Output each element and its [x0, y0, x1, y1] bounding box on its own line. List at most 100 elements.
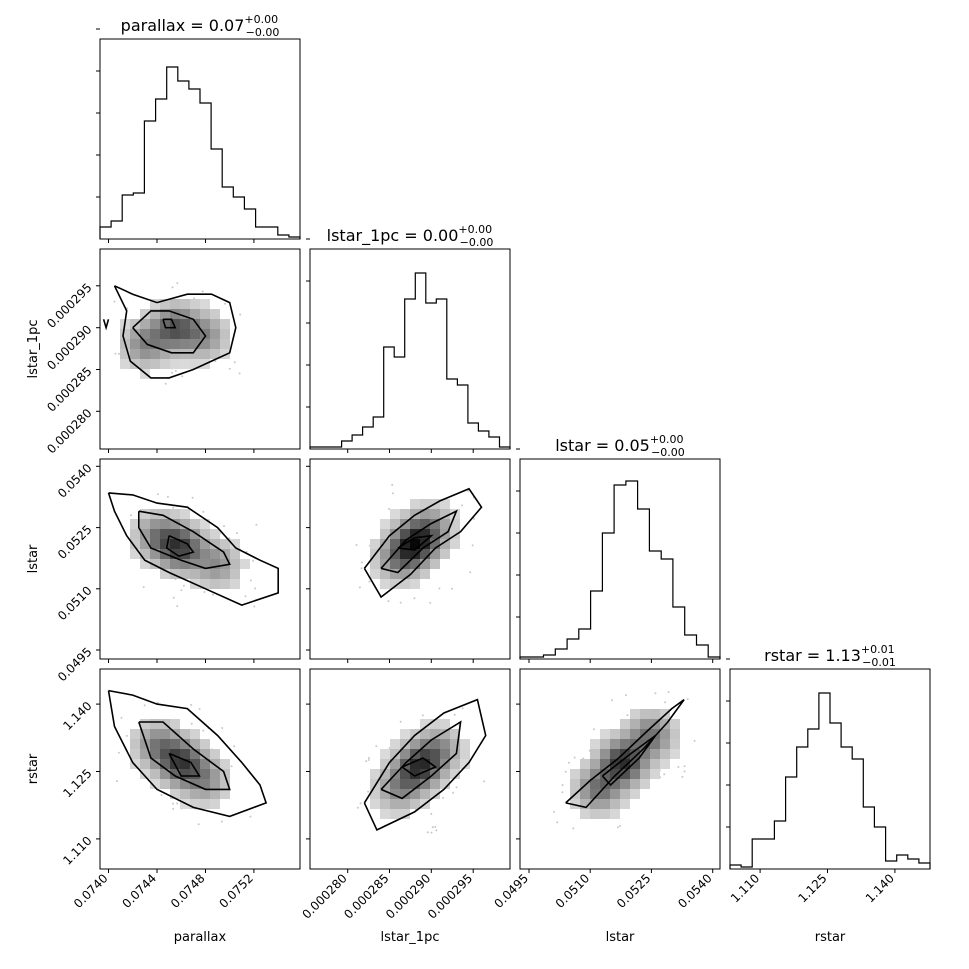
- density-cell: [200, 309, 210, 319]
- density-cell: [210, 329, 220, 339]
- density-cell: [420, 739, 430, 749]
- contour-level-1: [113, 285, 237, 379]
- density-cell: [420, 779, 430, 789]
- density-cell: [190, 559, 200, 569]
- density-cell: [610, 739, 620, 749]
- density-cell: [200, 539, 210, 549]
- density-cell: [210, 309, 220, 319]
- density-cell: [230, 569, 240, 579]
- sample-point: [358, 586, 361, 589]
- density-cell: [380, 779, 390, 789]
- contour-level-0: [107, 689, 268, 818]
- density-cell: [190, 769, 200, 779]
- density-cell: [430, 789, 440, 799]
- sample-point: [561, 784, 564, 786]
- density-cell: [130, 349, 140, 359]
- density-cell: [640, 759, 650, 769]
- density-cell: [150, 549, 160, 559]
- density-cell: [170, 319, 180, 329]
- density-cell: [150, 519, 160, 529]
- density-cell: [600, 779, 610, 789]
- density-cell: [210, 749, 220, 759]
- density-cell: [210, 539, 220, 549]
- density-cell: [430, 719, 440, 729]
- sample-point: [469, 571, 472, 574]
- density-cell: [410, 559, 420, 569]
- density-cell: [150, 779, 160, 789]
- sample-point: [214, 360, 217, 363]
- density-cell: [180, 749, 190, 759]
- density-cell: [160, 759, 170, 769]
- sample-point: [236, 532, 238, 535]
- density-cell: [440, 499, 450, 509]
- density-cell: [180, 309, 190, 319]
- panel-frame: [309, 458, 511, 660]
- density-cell: [640, 769, 650, 779]
- density-cell: [430, 779, 440, 789]
- contour-level-2: [168, 752, 201, 777]
- density-cell: [650, 759, 660, 769]
- density-cell: [210, 569, 220, 579]
- density-cell: [190, 549, 200, 559]
- sample-point: [365, 760, 368, 763]
- sample-point: [249, 579, 252, 582]
- density-cell: [220, 579, 230, 589]
- density-cell: [160, 779, 170, 789]
- density-cell: [130, 319, 140, 329]
- sample-point: [116, 780, 118, 783]
- density-cell: [230, 559, 240, 569]
- density-cell: [620, 719, 630, 729]
- density-cell: [450, 529, 460, 539]
- sample-point: [368, 757, 370, 759]
- panel-title-lstar_1pc: lstar_1pc = 0.00+0.00 −0.00: [327, 223, 494, 249]
- density-cell: [180, 779, 190, 789]
- panel-title-lstar: lstar = 0.05+0.00 −0.00: [555, 433, 685, 459]
- density-cell: [420, 559, 430, 569]
- density-cell: [170, 299, 180, 309]
- y-tick-label: 0.0510: [55, 583, 95, 623]
- density-cell: [180, 729, 190, 739]
- panel-lstar-vs-parallax: [96, 458, 301, 663]
- density-cell: [160, 359, 170, 369]
- density-cell: [440, 719, 450, 729]
- density-cell: [120, 359, 130, 369]
- density-cell: [630, 759, 640, 769]
- x-axis-label-parallax: parallax: [174, 930, 227, 945]
- sample-point: [461, 504, 464, 507]
- sample-point: [442, 796, 445, 799]
- density-cell: [150, 529, 160, 539]
- panel-rstar-vs-rstar: rstar = 1.13+0.01 −0.01: [726, 643, 931, 873]
- density-cell: [400, 509, 410, 519]
- density-cell: [450, 759, 460, 769]
- sample-point: [664, 701, 667, 704]
- density-cell: [390, 529, 400, 539]
- density-cell: [430, 529, 440, 539]
- density-cell: [170, 719, 180, 729]
- sample-point: [473, 517, 476, 520]
- density-cell: [170, 349, 180, 359]
- sample-point: [573, 756, 576, 759]
- sample-point: [572, 827, 575, 830]
- sample-point: [611, 699, 613, 702]
- sample-point: [367, 759, 370, 761]
- density-cell: [410, 759, 420, 769]
- density-cell: [460, 749, 470, 759]
- density-cell: [180, 739, 190, 749]
- density-cell: [150, 749, 160, 759]
- contour-level-0: [363, 487, 483, 599]
- x-tick-label: 0.0525: [614, 871, 654, 911]
- panel-parallax-vs-parallax: parallax = 0.07+0.00 −0.00: [96, 13, 301, 243]
- density-cell: [150, 329, 160, 339]
- contour-level-1: [138, 510, 231, 570]
- density-cell: [170, 789, 180, 799]
- density-cell: [410, 729, 420, 739]
- density-cell: [210, 549, 220, 559]
- density-cell: [180, 359, 190, 369]
- density-cell: [580, 759, 590, 769]
- sample-point: [191, 496, 194, 499]
- density-cell: [130, 749, 140, 759]
- sample-point: [434, 825, 437, 828]
- density-cell: [220, 329, 230, 339]
- x-axis-label-lstar_1pc: lstar_1pc: [381, 930, 440, 945]
- sample-point: [413, 597, 416, 600]
